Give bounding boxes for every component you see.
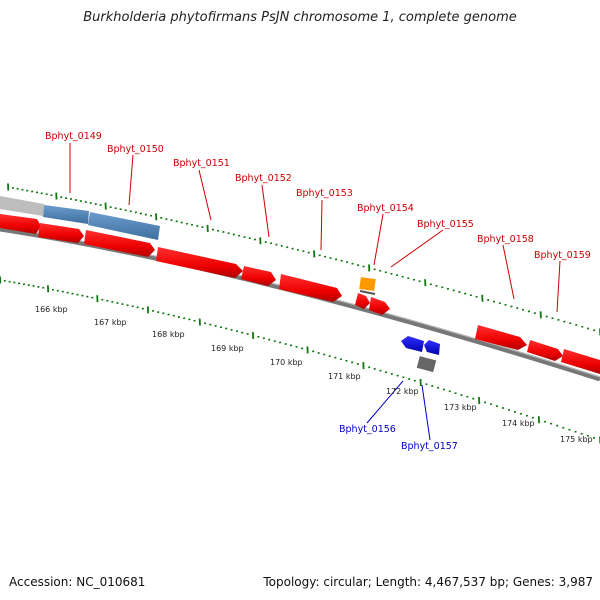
gene-arrow[interactable] — [475, 325, 527, 350]
map-title: Burkholderia phytofirmans PsJN chromosom… — [83, 10, 517, 25]
scale-label: 175 kbp — [560, 435, 593, 444]
gene-label[interactable]: Bphyt_0150 — [107, 144, 164, 155]
scale-label: 169 kbp — [211, 344, 244, 353]
rna-gene-feature-2[interactable] — [88, 212, 160, 240]
rna-gene-feature-1[interactable] — [43, 205, 89, 224]
gene-arrow[interactable] — [241, 266, 276, 286]
scale-label: 173 kbp — [444, 403, 477, 412]
gene-label[interactable]: Bphyt_0151 — [173, 158, 230, 169]
gene-arrow[interactable] — [279, 274, 342, 302]
gene-label[interactable]: Bphyt_0155 — [417, 219, 474, 230]
gene-arrow-reverse[interactable] — [424, 340, 440, 355]
gene-label[interactable]: Bphyt_0152 — [235, 173, 292, 184]
label-leader-lines — [69, 143, 561, 441]
inner-tick-ring — [0, 276, 600, 444]
scale-labels: 166 kbp 167 kbp 168 kbp 169 kbp 170 kbp … — [35, 305, 593, 444]
accession-text: Accession: NC_010681 — [9, 575, 146, 589]
outer-tick-ring — [7, 183, 600, 336]
scale-label: 166 kbp — [35, 305, 68, 314]
reverse-gene-track — [401, 336, 440, 355]
gene-arrow[interactable] — [355, 293, 370, 309]
gene-label[interactable]: Bphyt_0153 — [296, 188, 353, 199]
gene-arrow[interactable] — [369, 297, 390, 315]
scale-label: 170 kbp — [270, 358, 303, 367]
gene-label[interactable]: Bphyt_0149 — [45, 131, 102, 142]
scale-label: 172 kbp — [386, 387, 419, 396]
gene-arrow[interactable] — [0, 214, 41, 234]
pseudo-gene-feature[interactable] — [0, 196, 44, 216]
gene-label[interactable]: Bphyt_0159 — [534, 250, 591, 261]
chromosome-backbone — [0, 226, 600, 382]
scale-label: 174 kbp — [502, 419, 535, 428]
gene-label[interactable]: Bphyt_0154 — [357, 203, 414, 214]
orange-feature[interactable] — [359, 277, 376, 292]
forward-gene-track — [0, 214, 600, 374]
gene-label[interactable]: Bphyt_0156 — [339, 424, 396, 435]
gene-arrow[interactable] — [84, 230, 155, 257]
gene-label[interactable]: Bphyt_0157 — [401, 441, 458, 452]
grey-feature[interactable] — [416, 356, 437, 373]
gene-label[interactable]: Bphyt_0158 — [477, 234, 534, 245]
gene-arrow[interactable] — [156, 247, 243, 278]
gene-arrow-reverse[interactable] — [401, 336, 424, 352]
gene-labels: Bphyt_0149 Bphyt_0150 Bphyt_0151 Bphyt_0… — [45, 131, 591, 452]
scale-label: 168 kbp — [152, 330, 185, 339]
scale-label: 167 kbp — [94, 318, 127, 327]
feature-track-upper — [0, 196, 160, 240]
gene-arrow[interactable] — [527, 340, 563, 361]
gene-arrow[interactable] — [38, 223, 84, 243]
gene-arrow[interactable] — [561, 349, 600, 374]
genome-summary-text: Topology: circular; Length: 4,467,537 bp… — [263, 575, 593, 589]
chromosome-backbone-highlight — [0, 226, 600, 378]
orange-feature-underline — [359, 290, 376, 295]
scale-label: 171 kbp — [328, 372, 361, 381]
